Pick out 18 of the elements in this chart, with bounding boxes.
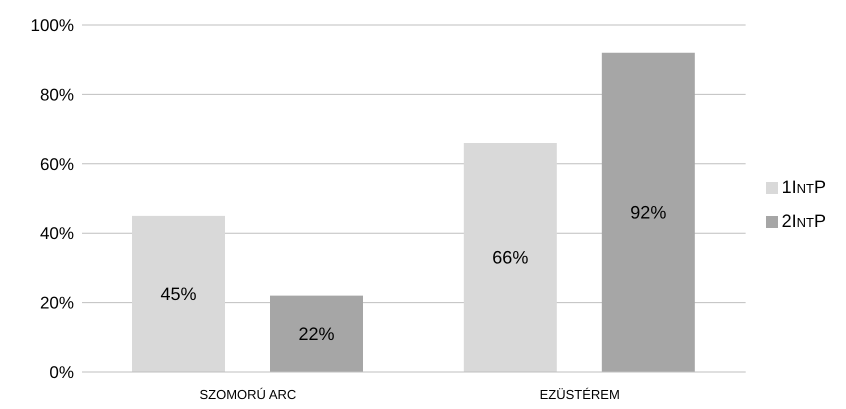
bar	[602, 52, 695, 372]
x-tick-label: SZOMORÚ ARC	[200, 387, 296, 402]
legend-label: 1IntP	[782, 176, 826, 196]
data-label: 66%	[492, 247, 528, 268]
data-label: 45%	[160, 284, 197, 304]
legend-label: 2IntP	[782, 210, 826, 230]
bar	[132, 216, 225, 372]
y-tick-label: 20%	[40, 294, 74, 313]
y-tick-label: 40%	[40, 224, 74, 244]
y-tick-label: 80%	[40, 85, 74, 104]
data-label: 22%	[298, 324, 335, 344]
bar	[270, 296, 363, 372]
y-tick-label: 60%	[40, 154, 74, 174]
bar	[464, 142, 557, 372]
data-label: 92%	[630, 202, 666, 222]
y-tick-label: 0%	[49, 363, 74, 382]
y-tick-label: 100%	[30, 16, 74, 36]
x-tick-label: EZÜSTÉREM	[540, 387, 620, 402]
